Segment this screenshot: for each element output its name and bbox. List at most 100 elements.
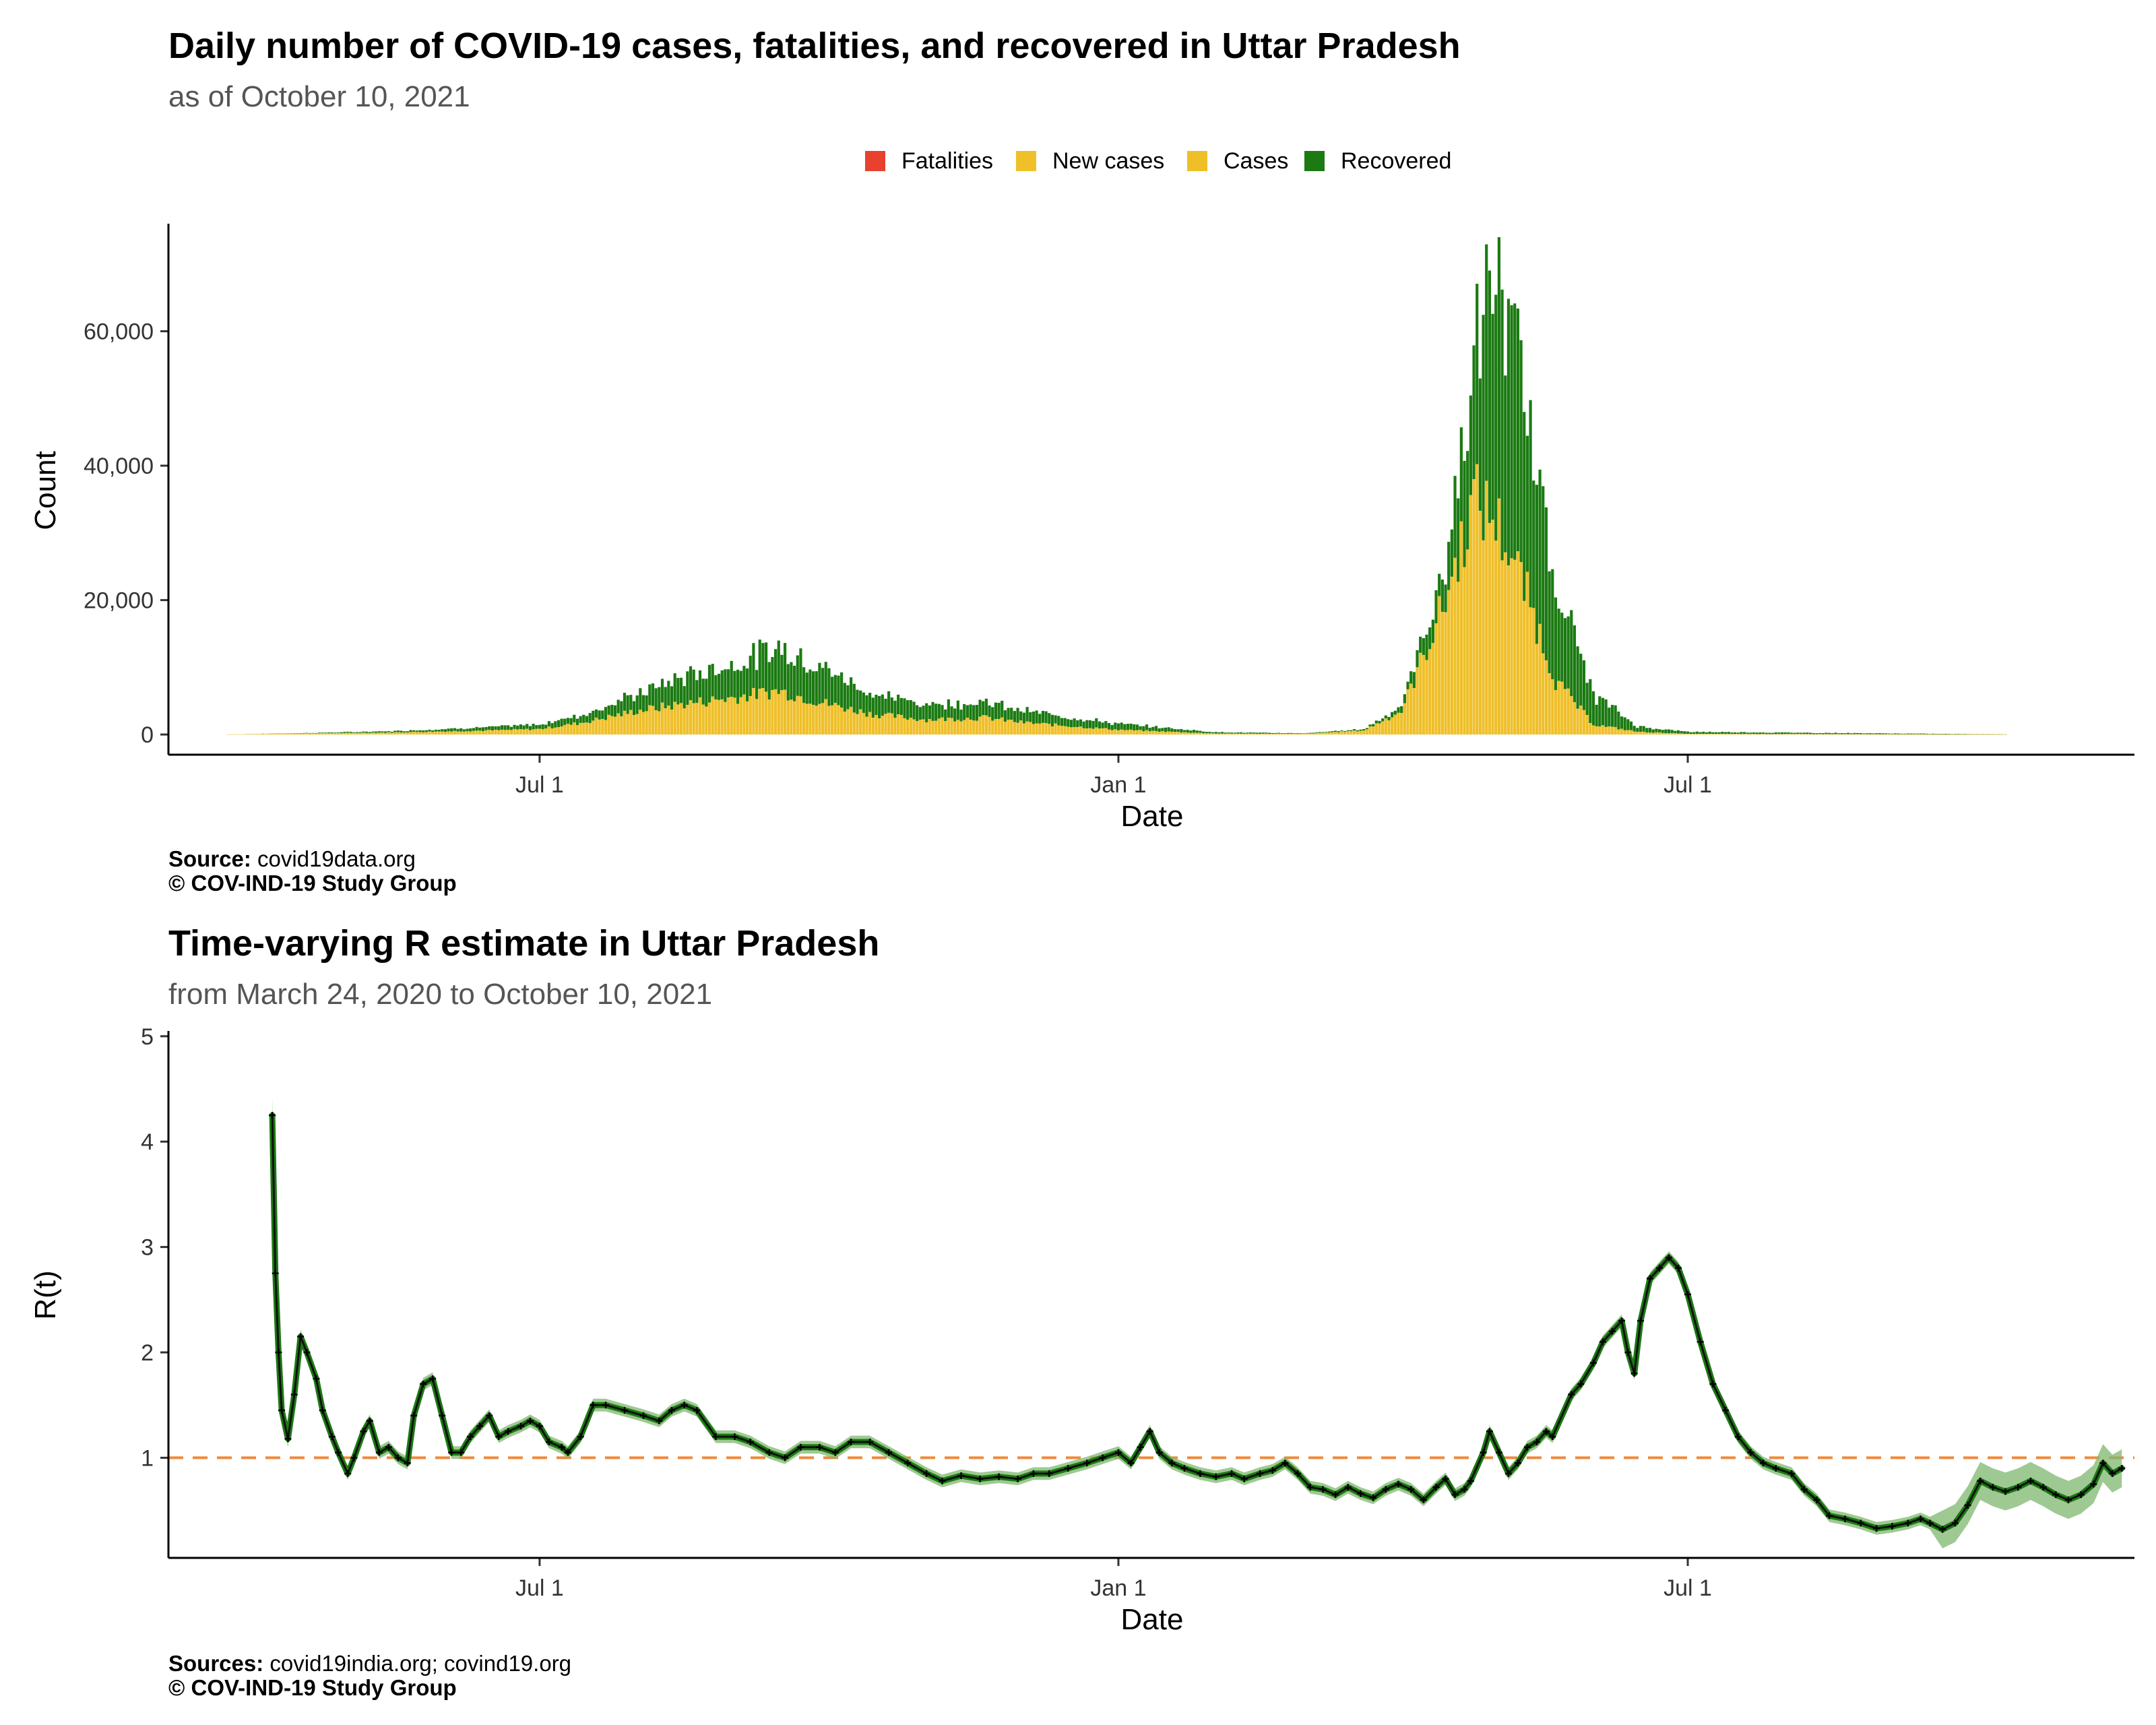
chart-2-y-tick-label: 1 — [141, 1445, 154, 1471]
bar-recovered — [1016, 708, 1019, 723]
rt-point — [602, 1402, 609, 1409]
bar-recovered — [679, 677, 683, 703]
rt-point — [476, 1422, 484, 1430]
bar-cases — [1110, 730, 1114, 735]
bar-recovered — [1507, 299, 1511, 566]
bar-cases — [1497, 498, 1501, 735]
chart-2-x-axis: Jul 1 Jan 1 Jul 1 — [515, 1558, 1712, 1601]
bar-cases — [1060, 726, 1064, 735]
bar-recovered — [1504, 375, 1507, 553]
bar-cases — [594, 717, 598, 735]
bar-cases — [1513, 559, 1517, 735]
bar-cases — [1201, 733, 1205, 735]
bar-cases — [720, 699, 724, 735]
bar-recovered — [664, 687, 667, 709]
bar-cases — [1629, 730, 1633, 735]
bar-recovered — [1868, 733, 1872, 734]
bar-recovered — [1154, 726, 1158, 731]
bar-cases — [1821, 734, 1825, 735]
bar-cases — [1327, 732, 1331, 735]
bar-recovered — [377, 731, 381, 733]
bar-cases — [1878, 734, 1881, 735]
bar-cases — [878, 718, 881, 735]
bar-cases — [1431, 643, 1434, 735]
bar-cases — [881, 716, 884, 735]
bar-recovered — [478, 727, 482, 731]
bar-recovered — [1849, 733, 1853, 734]
bar-cases — [1975, 734, 1979, 735]
bar-recovered — [1793, 732, 1796, 734]
rt-point — [590, 1402, 597, 1409]
bar-recovered — [604, 707, 608, 720]
bar-recovered — [1655, 728, 1658, 732]
bar-cases — [1069, 727, 1073, 735]
bar-recovered — [1057, 716, 1060, 726]
bar-cases — [1406, 689, 1409, 735]
bar-recovered — [635, 695, 639, 714]
bar-recovered — [1768, 732, 1771, 734]
bar-cases — [298, 733, 303, 735]
rt-point — [2109, 1470, 2116, 1477]
rt-point — [939, 1477, 946, 1484]
bar-cases — [1362, 730, 1366, 735]
bar-cases — [739, 697, 742, 735]
bar-recovered — [978, 699, 982, 717]
bar-recovered — [1067, 719, 1070, 727]
bar-cases — [349, 732, 352, 735]
rt-point — [1065, 1465, 1072, 1472]
chart-1-x-axis-title: Date — [1121, 800, 1184, 833]
bar-recovered — [1091, 720, 1095, 729]
bar-cases — [934, 720, 938, 735]
bar-recovered — [1809, 732, 1812, 734]
bar-recovered — [1472, 345, 1476, 480]
bar-recovered — [969, 704, 972, 720]
rt-point — [2027, 1477, 2034, 1484]
bar-recovered — [705, 679, 708, 707]
bar-recovered — [641, 695, 645, 712]
bar-recovered — [1003, 710, 1007, 722]
bar-recovered — [1765, 732, 1768, 734]
bar-recovered — [1041, 710, 1045, 723]
bar-recovered — [1535, 484, 1539, 644]
bar-cases — [831, 705, 834, 735]
bar-recovered — [1353, 728, 1356, 731]
bar-recovered — [1022, 712, 1026, 724]
bar-cases — [664, 708, 667, 735]
bar-recovered — [396, 730, 400, 732]
chart-2-title: Time-varying R estimate in Uttar Pradesh — [168, 923, 879, 964]
bar-recovered — [343, 732, 346, 733]
bar-cases — [724, 701, 727, 735]
chart-1-bars — [226, 237, 2007, 735]
legend-label-fatalities: Fatalities — [901, 148, 993, 174]
bar-cases — [1485, 480, 1488, 735]
bar-cases — [736, 703, 740, 735]
bar-cases — [239, 734, 243, 735]
bar-recovered — [462, 729, 466, 732]
bar-recovered — [1774, 732, 1777, 734]
bar-cases — [434, 731, 437, 735]
bar-recovered — [437, 730, 441, 732]
bar-cases — [1208, 733, 1211, 735]
bar-cases — [1884, 734, 1888, 735]
bar-recovered — [1299, 733, 1302, 734]
bar-cases — [396, 732, 400, 735]
bar-recovered — [899, 697, 903, 715]
bar-recovered — [916, 705, 919, 722]
rt-point — [467, 1433, 474, 1441]
bar-recovered — [724, 669, 727, 702]
bar-recovered — [1812, 733, 1815, 734]
bar-recovered — [381, 731, 384, 733]
bar-cases — [1400, 713, 1403, 735]
bar-recovered — [771, 657, 774, 691]
bar-cases — [1922, 734, 1926, 735]
bar-recovered — [1393, 710, 1397, 715]
bar-recovered — [308, 733, 312, 734]
rt-point — [1146, 1428, 1153, 1435]
bar-cases — [711, 696, 714, 735]
bar-recovered — [1239, 732, 1243, 734]
bar-cases — [1120, 729, 1123, 735]
bar-cases — [1164, 732, 1168, 735]
bar-recovered — [846, 685, 850, 710]
bar-recovered — [928, 705, 931, 719]
